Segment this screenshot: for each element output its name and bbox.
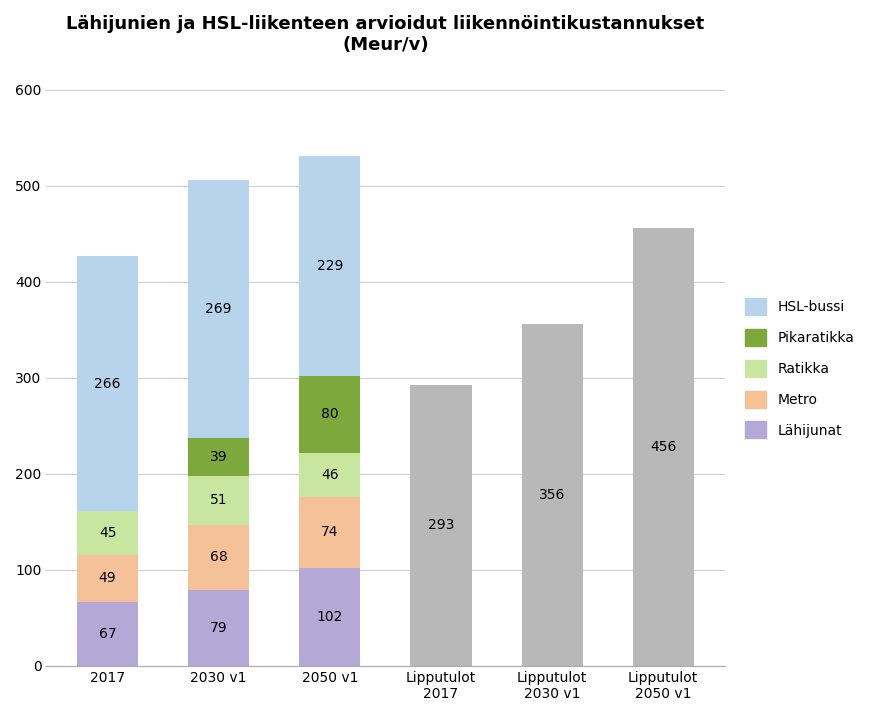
Text: 49: 49 [99,571,117,585]
Text: 45: 45 [99,526,117,540]
Bar [188,476,250,525]
Text: 67: 67 [99,626,117,641]
Bar [300,497,360,568]
Text: 39: 39 [210,450,228,464]
Text: 269: 269 [206,302,232,316]
Bar [410,384,471,666]
Text: 51: 51 [210,493,228,508]
Bar [300,156,360,376]
Bar [300,568,360,666]
Text: 266: 266 [95,377,121,391]
Text: 68: 68 [210,551,228,564]
Title: Lähijunien ja HSL-liikenteen arvioidut liikennöintikustannukset
(Meur/v): Lähijunien ja HSL-liikenteen arvioidut l… [67,15,704,54]
Text: 356: 356 [539,488,565,502]
Text: 456: 456 [650,440,676,454]
Bar [77,555,138,601]
Bar [632,228,694,666]
Text: 293: 293 [427,518,454,532]
Bar [188,438,250,476]
Bar [77,256,138,511]
Legend: HSL-bussi, Pikaratikka, Ratikka, Metro, Lähijunat: HSL-bussi, Pikaratikka, Ratikka, Metro, … [738,291,861,445]
Text: 79: 79 [210,621,228,635]
Bar [188,180,250,438]
Bar [521,324,583,666]
Text: 74: 74 [321,526,339,539]
Text: 80: 80 [321,407,339,422]
Bar [300,376,360,453]
Text: 102: 102 [316,610,343,624]
Text: 229: 229 [316,259,343,273]
Bar [188,590,250,666]
Text: 46: 46 [321,468,339,482]
Bar [77,511,138,555]
Bar [300,453,360,497]
Bar [77,601,138,666]
Bar [188,525,250,590]
